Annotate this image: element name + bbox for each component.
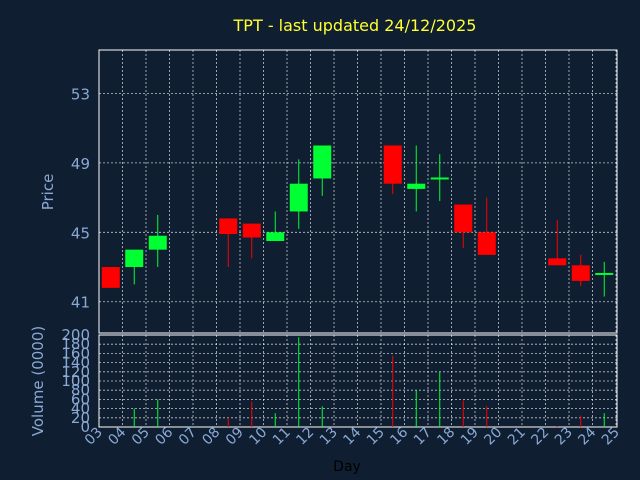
volume-bars bbox=[133, 337, 605, 427]
candle-body bbox=[383, 145, 402, 184]
candle bbox=[148, 214, 167, 268]
volume-tick-label: 160 bbox=[61, 344, 90, 362]
price-panel bbox=[98, 49, 618, 334]
x-axis: 03 04 05 06 07 08 09 10 11 12 13 14 15 16 17 18 19 20 21 22… bbox=[82, 424, 623, 448]
volume-panel bbox=[98, 334, 618, 428]
candle-body bbox=[407, 183, 426, 189]
candle bbox=[313, 145, 332, 196]
candle-body bbox=[289, 183, 308, 212]
candle bbox=[407, 145, 426, 212]
candle-body bbox=[101, 267, 120, 288]
candle bbox=[125, 249, 144, 285]
volume-tick-label: 180 bbox=[61, 335, 90, 353]
price-axis: 41 45 49 53 bbox=[71, 85, 90, 311]
candle-body bbox=[242, 223, 261, 238]
candle-body bbox=[477, 232, 496, 255]
candle bbox=[454, 204, 473, 248]
price-tick-label: 45 bbox=[71, 224, 90, 242]
candle bbox=[289, 159, 308, 229]
price-axis-label: Price bbox=[39, 174, 57, 211]
volume-grid bbox=[99, 335, 617, 427]
volume-axis-label: Volume (0000) bbox=[29, 326, 47, 436]
volume-tick-label: 140 bbox=[61, 354, 90, 372]
candle-body bbox=[219, 218, 238, 235]
volume-tick-label: 40 bbox=[71, 400, 90, 418]
volume-tick-label: 120 bbox=[61, 363, 90, 381]
candle bbox=[571, 254, 590, 287]
candle bbox=[219, 218, 238, 268]
price-grid bbox=[99, 50, 617, 333]
candle-body bbox=[571, 265, 590, 281]
candle-body bbox=[148, 235, 167, 250]
volume-tick-label: 200 bbox=[61, 326, 90, 344]
candles bbox=[101, 145, 614, 297]
candle-body bbox=[548, 258, 567, 266]
candle bbox=[266, 211, 285, 241]
candle-body bbox=[430, 177, 449, 180]
candle bbox=[101, 267, 120, 288]
candle bbox=[548, 220, 567, 266]
candle-body bbox=[125, 249, 144, 268]
candle bbox=[383, 145, 402, 195]
x-axis-label: Day bbox=[333, 459, 361, 475]
candle bbox=[242, 223, 261, 259]
chart-title: TPT - last updated 24/12/2025 bbox=[233, 16, 477, 35]
candle-body bbox=[313, 145, 332, 179]
candle-body bbox=[266, 232, 285, 241]
volume-tick-label: 100 bbox=[61, 372, 90, 390]
price-tick-label: 41 bbox=[71, 294, 90, 312]
volume-tick-label: 60 bbox=[71, 390, 90, 408]
volume-tick-label: 0 bbox=[80, 418, 90, 436]
volume-tick-label: 80 bbox=[71, 381, 90, 399]
volume-tick-label: 20 bbox=[71, 409, 90, 427]
price-tick-label: 49 bbox=[71, 155, 90, 173]
price-tick-label: 53 bbox=[71, 85, 90, 103]
candle-body bbox=[454, 204, 473, 233]
candle bbox=[595, 261, 614, 297]
candle bbox=[430, 154, 449, 202]
candle bbox=[477, 197, 496, 255]
candle-body bbox=[595, 272, 614, 275]
